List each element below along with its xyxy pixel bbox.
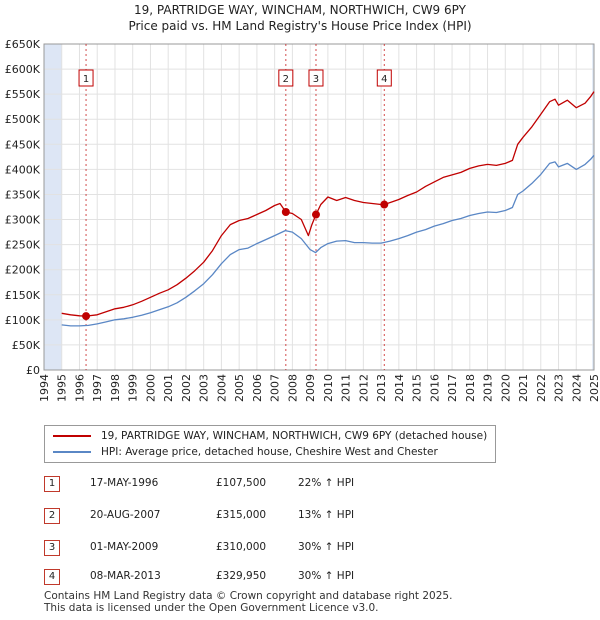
y-tick-label: £500K <box>5 113 41 126</box>
legend-hpi-swatch <box>53 451 91 453</box>
transaction-marker <box>281 208 290 217</box>
x-tick-label: 2007 <box>269 374 282 402</box>
transaction-number: 4 <box>44 569 60 585</box>
x-tick-label: 2001 <box>162 374 175 402</box>
transaction-number: 1 <box>44 476 60 492</box>
x-tick-label: 2014 <box>393 374 406 402</box>
y-tick-label: £100K <box>5 314 41 327</box>
transaction-label: 1 <box>83 74 89 85</box>
y-tick-label: £550K <box>5 88 41 101</box>
x-tick-label: 2003 <box>198 374 211 402</box>
x-tick-label: 1999 <box>127 374 140 402</box>
x-tick-label: 2002 <box>180 374 193 402</box>
transaction-marker <box>311 210 320 219</box>
x-tick-label: 2015 <box>411 374 424 402</box>
table-row: 1 17-MAY-1996 £107,500 22% ↑ HPI <box>44 475 484 493</box>
x-tick-label: 1997 <box>91 374 104 402</box>
x-tick-label: 2019 <box>482 374 495 402</box>
x-tick-label: 2021 <box>517 374 530 402</box>
transaction-date: 17-MAY-1996 <box>90 477 159 489</box>
hpi-line <box>61 154 595 327</box>
x-tick-label: 2010 <box>322 374 335 402</box>
x-tick-label: 2018 <box>464 374 477 402</box>
shaded-region <box>592 44 594 370</box>
transaction-price: £315,000 <box>216 509 267 521</box>
property-price-line <box>61 91 595 317</box>
transaction-marker <box>82 312 91 321</box>
x-tick-label: 2023 <box>553 374 566 402</box>
transaction-label: 4 <box>381 74 387 85</box>
y-tick-label: £350K <box>5 188 41 201</box>
transaction-price: £329,950 <box>216 570 267 582</box>
table-row: 4 08-MAR-2013 £329,950 30% ↑ HPI <box>44 568 484 586</box>
transaction-hpi: 30% ↑ HPI <box>298 570 355 582</box>
table-row: 3 01-MAY-2009 £310,000 30% ↑ HPI <box>44 539 484 557</box>
transaction-hpi: 13% ↑ HPI <box>298 509 355 521</box>
y-tick-label: £600K <box>5 63 41 76</box>
price-chart: £0 £50K £100K £150K £200K £250K £300K £350K £400… <box>5 38 600 402</box>
x-tick-label: 2024 <box>570 374 583 402</box>
legend-property-swatch <box>53 435 91 437</box>
table-row: 2 20-AUG-2007 £315,000 13% ↑ HPI <box>44 507 484 525</box>
transaction-label-box <box>278 69 294 87</box>
x-tick-label: 2013 <box>375 374 388 402</box>
x-tick-label: 1996 <box>73 374 86 402</box>
transaction-hpi: 30% ↑ HPI <box>298 541 355 553</box>
y-tick-label: £0 <box>26 364 40 377</box>
transaction-number: 3 <box>44 540 60 556</box>
x-tick-label: 2016 <box>428 374 441 402</box>
transaction-price: £107,500 <box>216 477 267 489</box>
transaction-label: 2 <box>283 74 289 85</box>
legend-hpi-label: HPI: Average price, detached house, Ches… <box>101 446 438 458</box>
shaded-region <box>44 44 62 370</box>
x-tick-label: 2000 <box>144 374 157 402</box>
transaction-marker <box>380 200 389 209</box>
y-tick-label: £250K <box>5 239 41 252</box>
y-tick-label: £200K <box>5 264 41 277</box>
y-tick-label: £450K <box>5 138 41 151</box>
footer-licence: This data is licensed under the Open Gov… <box>44 602 379 614</box>
plot-frame <box>43 43 595 371</box>
x-tick-label: 2025 <box>588 374 600 402</box>
x-tick-label: 2017 <box>446 374 459 402</box>
transaction-price: £310,000 <box>216 541 267 553</box>
footer-copyright: Contains HM Land Registry data © Crown c… <box>44 590 453 602</box>
x-tick-label: 1994 <box>38 374 51 402</box>
legend-property-label: 19, PARTRIDGE WAY, WINCHAM, NORTHWICH, C… <box>101 430 488 442</box>
x-tick-label: 2006 <box>251 374 264 402</box>
x-tick-label: 2004 <box>215 374 228 402</box>
x-tick-label: 2009 <box>304 374 317 402</box>
x-tick-label: 1995 <box>56 374 69 402</box>
transaction-hpi: 22% ↑ HPI <box>298 477 355 489</box>
x-tick-label: 2022 <box>535 374 548 402</box>
chart-title-line1: 19, PARTRIDGE WAY, WINCHAM, NORTHWICH, C… <box>134 3 466 17</box>
x-tick-label: 2012 <box>357 374 370 402</box>
x-tick-label: 2011 <box>340 374 353 402</box>
transaction-date: 20-AUG-2007 <box>90 509 161 521</box>
chart-title-line2: Price paid vs. HM Land Registry's House … <box>128 19 472 33</box>
transaction-label: 3 <box>313 74 319 85</box>
x-tick-label: 1998 <box>109 374 122 402</box>
transaction-number: 2 <box>44 508 60 524</box>
x-tick-label: 2020 <box>499 374 512 402</box>
y-tick-label: £150K <box>5 289 41 302</box>
x-tick-label: 2008 <box>286 374 299 402</box>
y-tick-label: £300K <box>5 214 41 227</box>
y-tick-label: £650K <box>5 38 41 51</box>
y-tick-label: £50K <box>12 339 41 352</box>
transaction-date: 01-MAY-2009 <box>90 541 159 553</box>
transaction-label-box <box>376 69 392 87</box>
transaction-date: 08-MAR-2013 <box>90 570 161 582</box>
legend-property: 19, PARTRIDGE WAY, WINCHAM, NORTHWICH, C… <box>53 428 487 444</box>
legend-hpi: HPI: Average price, detached house, Ches… <box>53 444 438 460</box>
chart-legend: 19, PARTRIDGE WAY, WINCHAM, NORTHWICH, C… <box>44 425 496 463</box>
x-tick-label: 2005 <box>233 374 246 402</box>
transaction-label-box <box>308 69 324 87</box>
transaction-label-box <box>78 69 94 87</box>
y-tick-label: £400K <box>5 163 41 176</box>
